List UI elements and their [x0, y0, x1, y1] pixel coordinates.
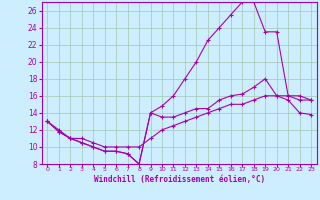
X-axis label: Windchill (Refroidissement éolien,°C): Windchill (Refroidissement éolien,°C) [94, 175, 265, 184]
